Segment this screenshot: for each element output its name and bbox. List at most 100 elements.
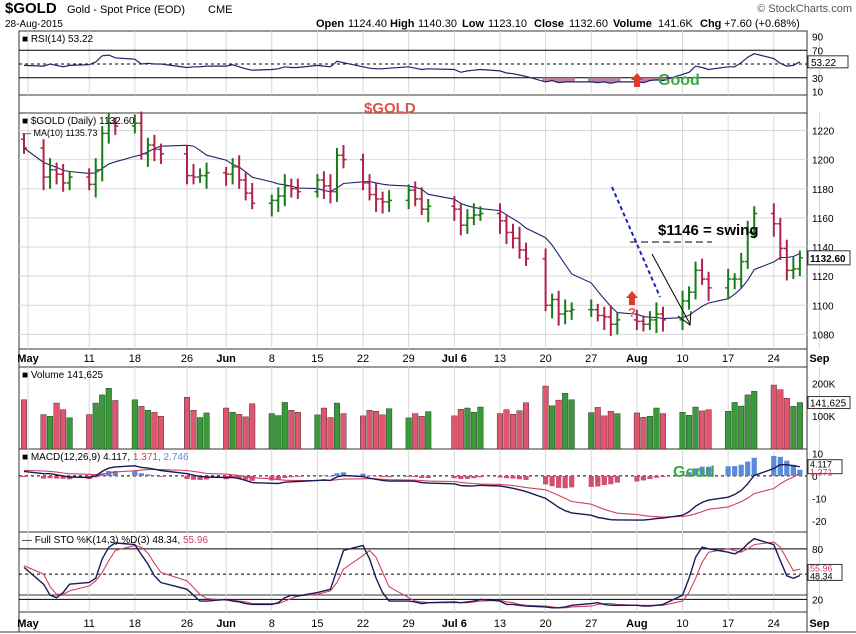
x-tick-label-bottom: 27: [585, 618, 597, 630]
volume-bar: [783, 397, 790, 450]
volume-bar: [653, 407, 660, 450]
price-tick-label: 1080: [812, 330, 835, 341]
volume-bar: [366, 410, 373, 450]
macd-histogram-bar: [653, 475, 660, 478]
volume-bar: [790, 406, 797, 450]
annotation-red-arrow-rsi: [631, 73, 643, 87]
annotation-downtrend-line: [611, 186, 661, 298]
rsi-oversold-fill: [561, 77, 569, 82]
volume-bar: [640, 416, 647, 450]
ma10-line: [23, 144, 801, 320]
price-tick-label: 1100: [812, 301, 834, 312]
annotations: Good $GOLD $1146 = swing ? Good: [364, 72, 758, 481]
rsi-line: [23, 53, 801, 84]
x-tick-label-top: 24: [768, 353, 780, 365]
header-volume: 141.6K: [658, 18, 694, 30]
volume-bar: [373, 411, 380, 450]
volume-bar: [275, 415, 282, 450]
macd-legend-part: ■ MACD(12,26,9): [22, 452, 103, 463]
macd-histogram-bar: [386, 475, 392, 478]
rsi-oversold-fill: [568, 77, 575, 82]
volume-bar: [138, 406, 145, 450]
macd-histogram-bar: [777, 456, 783, 476]
volume-bar: [659, 413, 666, 450]
volume-bar: [594, 407, 601, 450]
macd-histogram-bar: [243, 475, 249, 480]
volume-bar: [496, 413, 503, 450]
volume-bar: [601, 415, 608, 450]
macd-histogram-bar: [510, 475, 516, 479]
sto-legend-part: 48.34,: [152, 535, 183, 546]
macd-tick-label: -20: [812, 517, 827, 528]
sto-d-line: [23, 541, 801, 609]
macd-histogram-bar: [771, 455, 777, 476]
x-tick-label-top: 8: [269, 353, 275, 365]
header-close: 1132.60: [569, 18, 608, 30]
volume-bar: [607, 411, 614, 450]
macd-histogram-bar: [184, 475, 190, 480]
volume-bar: [281, 402, 288, 450]
volume-tick-label: 100K: [812, 412, 836, 423]
volume-bar: [405, 417, 412, 450]
macd-histogram-bar: [679, 474, 686, 476]
volume-bar: [744, 394, 751, 450]
volume-bar: [555, 399, 562, 450]
header-ohlc: Open 1124.40 High 1140.30 Low 1123.10 Cl…: [316, 18, 800, 30]
volume-bar: [731, 402, 738, 450]
ma10-legend: — MA(10) 1135.73: [22, 128, 97, 138]
volume-bar: [412, 413, 419, 450]
macd-legend-part: 4.117,: [103, 452, 133, 463]
macd-histogram-bar: [732, 466, 738, 476]
x-tick-label-bottom: 13: [494, 618, 506, 630]
volume-bar: [464, 407, 471, 450]
volume-bar: [386, 408, 393, 450]
volume-bar: [542, 385, 549, 450]
macd-histogram-bar: [523, 475, 529, 480]
macd-tick-label: 10: [812, 449, 824, 460]
macd-last-box: [807, 459, 843, 475]
volume-bar: [777, 389, 784, 450]
header-volume-label: Volume: [613, 18, 652, 30]
volume-bar: [242, 416, 249, 450]
macd-histogram-bar: [790, 464, 796, 476]
sto-tick-label: 20: [812, 595, 824, 606]
rsi-oversold-fill: [640, 77, 647, 83]
volume-bar: [112, 400, 119, 450]
price-tick-label: 1180: [812, 185, 834, 196]
volume-bar: [53, 402, 60, 450]
price-last-box: [807, 250, 851, 266]
price-tick-label: 1160: [812, 214, 834, 225]
header-high: 1140.30: [418, 18, 457, 30]
header-name: Gold - Spot Price (EOD): [67, 4, 185, 16]
x-tick-label-top: May: [17, 353, 39, 365]
macd-histogram-bar: [569, 475, 575, 488]
rsi-oversold-fill: [614, 77, 621, 82]
x-tick-label-top: Jul 6: [442, 353, 467, 365]
volume-bar: [379, 414, 386, 450]
volume-bar: [320, 407, 327, 450]
macd-histogram-bar: [706, 466, 712, 476]
volume-bar: [157, 416, 164, 450]
header-open-label: Open: [316, 18, 344, 30]
volume-bar: [151, 412, 158, 450]
volume-bar: [751, 391, 758, 450]
x-tick-label-bottom: 22: [357, 618, 369, 630]
volume-bar: [725, 411, 732, 450]
price-legend: ■ $GOLD (Daily) 1132.60: [22, 116, 135, 127]
volume-bar: [99, 394, 106, 450]
volume-bar: [633, 412, 640, 450]
rsi-oversold-fill: [600, 77, 608, 82]
volume-bar: [203, 412, 210, 450]
macd-histogram-bar: [556, 475, 562, 488]
volume-bar: [796, 402, 803, 450]
macd-histogram-bar: [451, 475, 457, 479]
volume-bar: [523, 402, 530, 450]
macd-histogram-bar: [406, 475, 412, 477]
macd-legend-part: 1.371,: [133, 452, 164, 463]
volume-bar: [249, 403, 256, 450]
volume-bar: [144, 410, 151, 450]
header-exchange: CME: [208, 4, 232, 16]
volume-bar: [588, 412, 595, 450]
macd-histogram-bar: [497, 475, 503, 478]
x-tick-label-top: Sep: [809, 353, 829, 365]
